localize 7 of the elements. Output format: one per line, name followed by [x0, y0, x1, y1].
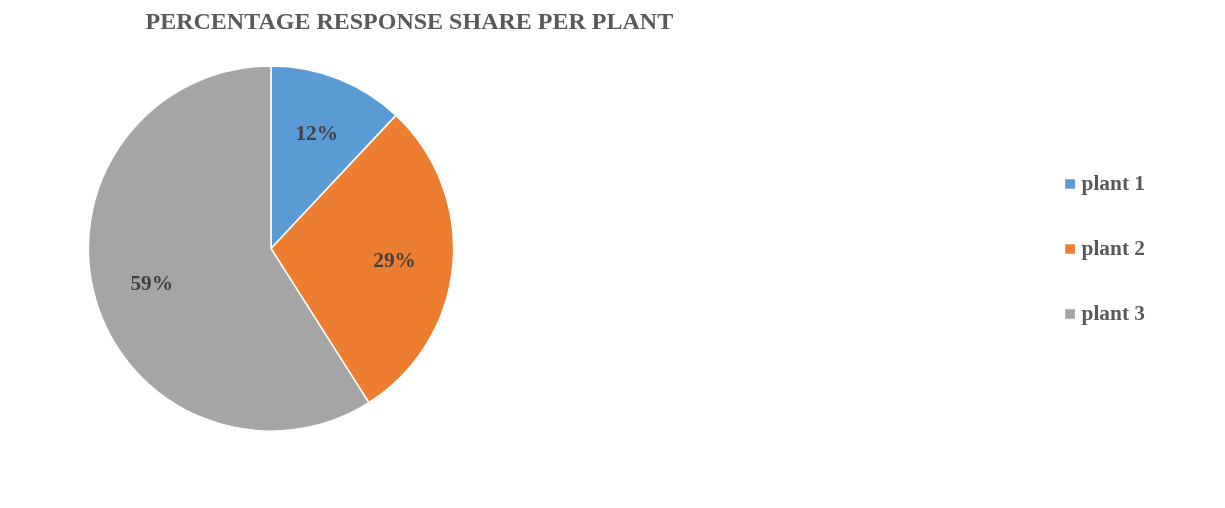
legend-label: plant 2	[1081, 235, 1145, 261]
legend-label: plant 1	[1081, 170, 1145, 196]
data-label: 12%	[295, 121, 339, 146]
data-label: 29%	[373, 248, 416, 273]
data-label: 59%	[130, 271, 174, 296]
chart-title: PERCENTAGE RESPONSE SHARE PER PLANT	[145, 7, 674, 34]
legend-label: plant 3	[1081, 300, 1145, 326]
